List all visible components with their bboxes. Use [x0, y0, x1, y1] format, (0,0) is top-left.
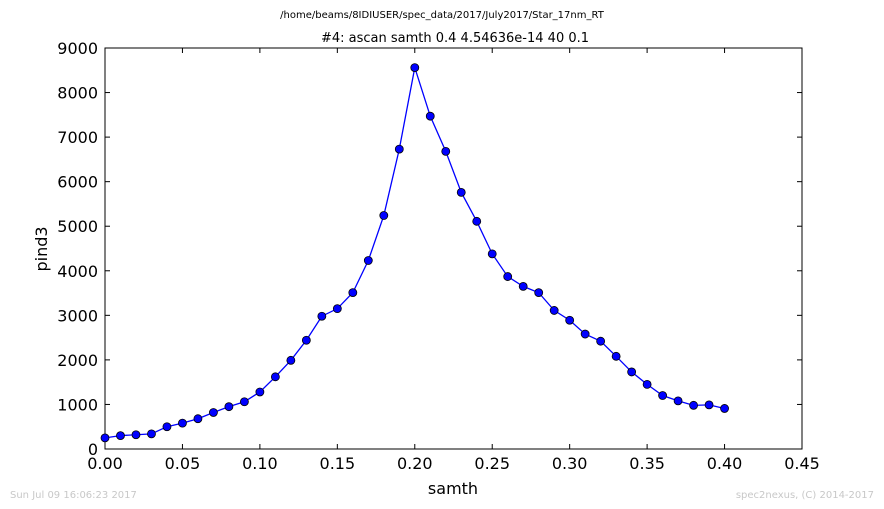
y-tick-label: 2000 — [57, 351, 98, 370]
data-point — [611, 351, 621, 361]
data-point — [178, 418, 187, 428]
data-point — [332, 304, 342, 314]
data-point — [239, 397, 249, 407]
data-point — [410, 63, 420, 73]
data-point — [193, 414, 203, 424]
data-point — [673, 396, 683, 406]
y-tick-label: 5000 — [57, 217, 98, 236]
x-axis-ticks: 0.00 0.05 0.10 0.15 0.20 0.25 0.30 0.35 0.40 0.45 — [87, 48, 820, 473]
y-tick-label: 9000 — [57, 39, 98, 58]
data-point — [270, 372, 280, 382]
y-tick-label: 8000 — [57, 84, 98, 103]
y-tick-label: 3000 — [57, 306, 98, 325]
data-point — [379, 211, 389, 220]
data-point — [441, 146, 451, 156]
data-point — [224, 402, 234, 412]
data-point — [131, 430, 141, 440]
y-tick-label: 1000 — [57, 395, 98, 414]
y-tick-label: 7000 — [57, 128, 98, 147]
data-point — [596, 336, 606, 346]
x-tick-label: 0.15 — [320, 454, 356, 473]
series-line — [104, 67, 725, 439]
x-tick-label: 0.05 — [165, 454, 201, 473]
data-point — [100, 433, 110, 443]
x-tick-label: 0.35 — [629, 454, 665, 473]
data-point — [503, 272, 513, 281]
data-point — [642, 379, 652, 389]
y-tick-label: 6000 — [57, 173, 98, 192]
data-point — [720, 404, 729, 413]
x-axis-label: samth — [428, 479, 478, 498]
data-point — [704, 400, 714, 410]
file-path-title: /home/beams/8IDIUSER/spec_data/2017/July… — [280, 10, 605, 21]
x-tick-label: 0.00 — [87, 454, 123, 473]
data-point — [116, 431, 125, 441]
data-point — [317, 311, 327, 321]
data-point — [658, 391, 667, 400]
y-axis-ticks: 0 1000 2000 3000 4000 5000 6000 7000 8000 9000 — [57, 39, 802, 459]
data-point — [162, 422, 172, 432]
data-point — [286, 355, 296, 365]
data-point — [549, 306, 559, 315]
data-point — [348, 288, 358, 298]
data-point — [394, 144, 404, 154]
data-point — [301, 335, 311, 345]
data-point — [363, 256, 373, 265]
data-point — [147, 429, 156, 439]
plot-area-frame — [104, 47, 803, 450]
x-tick-label: 0.20 — [397, 454, 433, 473]
x-tick-label: 0.40 — [707, 454, 743, 473]
data-point — [209, 408, 218, 417]
data-point — [580, 329, 590, 339]
series-group — [100, 63, 729, 443]
data-point — [456, 187, 466, 197]
x-tick-label: 0.10 — [242, 454, 278, 473]
scan-title: #4: ascan samth 0.4 4.54636e-14 40 0.1 — [321, 31, 589, 46]
x-tick-label: 0.25 — [474, 454, 510, 473]
data-point — [689, 400, 698, 410]
data-point — [425, 111, 435, 121]
y-tick-label: 0 — [88, 440, 98, 459]
footer-credit: spec2nexus, (C) 2014-2017 — [736, 490, 874, 501]
footer-timestamp: Sun Jul 09 16:06:23 2017 — [10, 490, 137, 501]
data-point — [255, 387, 265, 397]
data-point — [472, 216, 482, 226]
data-point — [627, 367, 637, 377]
data-point — [534, 288, 544, 298]
x-tick-label: 0.45 — [784, 454, 820, 473]
data-point — [518, 281, 528, 291]
data-point — [487, 249, 497, 259]
y-axis-label: pind3 — [32, 226, 51, 271]
y-tick-label: 4000 — [57, 262, 98, 281]
x-tick-label: 0.30 — [552, 454, 588, 473]
data-point — [565, 315, 575, 325]
